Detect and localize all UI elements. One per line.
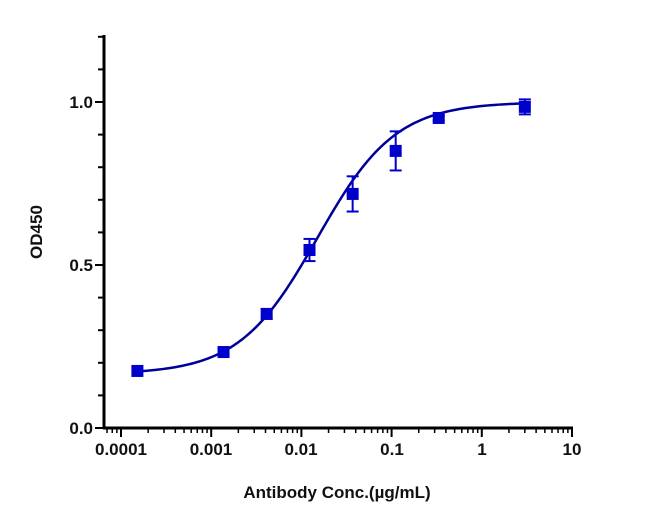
data-point (432, 111, 445, 124)
square-marker (389, 144, 402, 157)
data-point (260, 307, 273, 320)
x-tick-0-01: 0.01 (284, 440, 317, 459)
axes (95, 35, 573, 437)
data-point (346, 175, 359, 213)
square-marker (217, 346, 230, 359)
square-marker (432, 111, 445, 124)
data-point (131, 364, 144, 377)
square-marker (303, 244, 316, 257)
x-tick-10: 10 (563, 440, 582, 459)
square-marker (260, 307, 273, 320)
x-tick-0-001: 0.001 (190, 440, 233, 459)
data-points (131, 98, 531, 377)
x-tick-1: 1 (477, 440, 486, 459)
x-tick-0-1: 0.1 (380, 440, 404, 459)
square-marker (346, 187, 359, 200)
square-marker (518, 100, 531, 113)
y-tick-0: 0.0 (69, 419, 93, 438)
x-axis-title: Antibody Conc.(µg/mL) (243, 483, 430, 502)
y-tick-0-5: 0.5 (69, 256, 93, 275)
y-axis-title: OD450 (27, 205, 46, 259)
x-tick-0-0001: 0.0001 (95, 440, 147, 459)
data-point (518, 98, 531, 116)
square-marker (131, 364, 144, 377)
data-point (217, 346, 230, 359)
y-tick-1-0: 1.0 (69, 93, 93, 112)
fit-curve (137, 102, 525, 373)
data-point (389, 130, 402, 172)
data-point (303, 237, 316, 263)
